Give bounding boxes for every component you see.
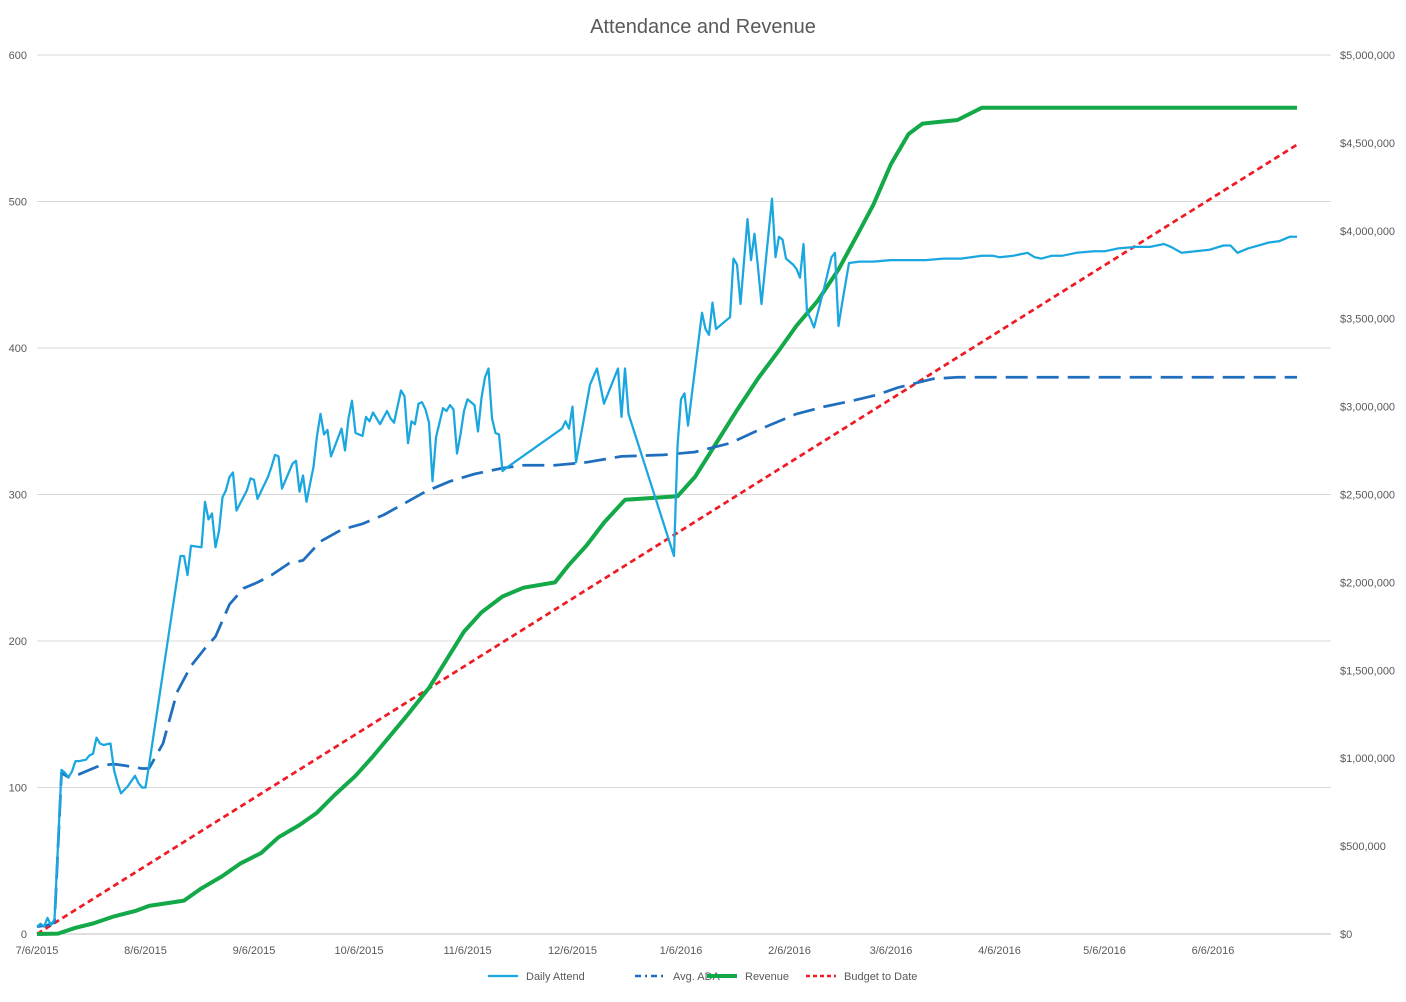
- right-tick-label: $5,000,000: [1340, 50, 1395, 62]
- series-line-budget-to-date: [36, 143, 1298, 936]
- right-tick-label: $3,500,000: [1340, 314, 1395, 326]
- right-tick-label: $3,000,000: [1340, 402, 1395, 414]
- legend-item: Daily Attend: [488, 971, 585, 983]
- x-tick-label: 11/6/2015: [443, 945, 491, 957]
- legend-label: Revenue: [745, 971, 789, 983]
- left-tick-label: 600: [9, 50, 27, 62]
- left-tick-label: 500: [9, 197, 27, 209]
- chart-title: Attendance and Revenue: [590, 16, 816, 38]
- legend-item: Budget to Date: [806, 971, 917, 983]
- x-tick-label: 1/6/2016: [660, 945, 703, 957]
- x-axis: 7/6/2015 8/6/2015 9/6/2015 10/6/2015 11/6/20…: [16, 933, 1331, 957]
- x-tick-label: 12/6/2015: [548, 945, 597, 957]
- right-tick-label: $1,500,000: [1340, 665, 1395, 677]
- series-line-revenue: [36, 105, 1297, 936]
- series-line-daily-attend: [36, 197, 1297, 928]
- x-tick-label: 9/6/2015: [233, 945, 276, 957]
- left-tick-label: 100: [9, 783, 27, 795]
- legend-item: Revenue: [707, 971, 789, 983]
- series-lines: [36, 105, 1298, 936]
- right-tick-label: $2,500,000: [1340, 490, 1395, 502]
- legend-label: Daily Attend: [526, 971, 585, 983]
- x-tick-label: 10/6/2015: [335, 945, 384, 957]
- left-tick-label: 200: [9, 636, 27, 648]
- right-tick-label: $4,500,000: [1340, 138, 1395, 150]
- left-tick-label: 300: [9, 490, 27, 502]
- x-tick-label: 2/6/2016: [768, 945, 811, 957]
- right-tick-label: $2,000,000: [1340, 577, 1395, 589]
- x-tick-label: 8/6/2015: [124, 945, 167, 957]
- right-tick-label: $0: [1340, 929, 1352, 941]
- right-tick-label: $500,000: [1340, 841, 1386, 853]
- left-tick-label: 400: [9, 343, 27, 355]
- right-tick-label: $1,000,000: [1340, 753, 1395, 765]
- right-y-axis: $0 $500,000 $1,000,000 $1,500,000 $2,000,000…: [1340, 50, 1395, 941]
- x-tick-label: 3/6/2016: [870, 945, 913, 957]
- x-tick-label: 5/6/2016: [1083, 945, 1126, 957]
- gridlines: [37, 54, 1331, 935]
- x-tick-label: 6/6/2016: [1192, 945, 1235, 957]
- legend-label: Budget to Date: [844, 971, 917, 983]
- legend: Daily Attend Avg. ADA Revenue Budget to Dat…: [488, 971, 917, 983]
- x-tick-label: 4/6/2016: [978, 945, 1021, 957]
- left-y-axis: 0 100 200 300 400 500 600: [9, 50, 27, 941]
- right-tick-label: $4,000,000: [1340, 226, 1395, 238]
- left-tick-label: 0: [21, 929, 27, 941]
- x-tick-label: 7/6/2015: [16, 945, 59, 957]
